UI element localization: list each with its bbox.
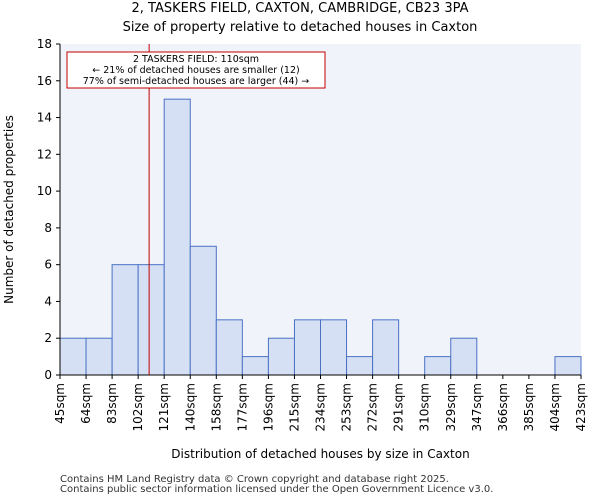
x-tick-label: 102sqm: [131, 383, 145, 431]
x-tick-label: 423sqm: [574, 383, 588, 431]
y-tick-label: 2: [44, 331, 52, 345]
x-tick-label: 329sqm: [444, 383, 458, 431]
annotation-smaller: ← 21% of detached houses are smaller (12…: [92, 65, 299, 76]
y-tick-label: 12: [37, 147, 52, 161]
x-axis-label: Distribution of detached houses by size …: [171, 447, 469, 461]
x-tick-label: 272sqm: [366, 383, 380, 431]
histogram-bar: [137, 264, 165, 376]
annotation-larger: 77% of semi-detached houses are larger (…: [83, 76, 310, 87]
annotation-box: [66, 51, 326, 89]
x-tick-label: 347sqm: [470, 383, 484, 431]
x-tick-label: 291sqm: [392, 383, 406, 431]
histogram-bar: [267, 337, 295, 376]
histogram-bar: [293, 319, 322, 376]
y-tick-label: 18: [37, 37, 52, 51]
histogram-bar: [241, 356, 269, 376]
y-tick-label: 16: [37, 74, 52, 88]
x-tick-label: 234sqm: [314, 383, 328, 431]
y-tick-label: 0: [44, 368, 52, 382]
chart-title: 2, TASKERS FIELD, CAXTON, CAMBRIDGE, CB2…: [131, 1, 469, 16]
histogram-bar: [189, 245, 217, 376]
x-tick-label: 385sqm: [522, 383, 536, 431]
x-tick-label: 404sqm: [548, 383, 562, 431]
histogram-bar: [554, 356, 582, 376]
x-tick-label: 310sqm: [418, 383, 432, 431]
x-tick-label: 158sqm: [209, 383, 223, 431]
x-tick-label: 83sqm: [105, 383, 119, 424]
annotation-title: 2 TASKERS FIELD: 110sqm: [133, 54, 259, 65]
histogram-bar: [163, 98, 191, 376]
x-tick-label: 64sqm: [79, 383, 93, 424]
x-tick-label: 366sqm: [496, 383, 510, 431]
histogram-bar: [215, 319, 243, 376]
histogram-bar: [320, 319, 348, 376]
x-tick-label: 177sqm: [235, 383, 249, 431]
x-tick-label: 45sqm: [53, 383, 67, 424]
y-tick-label: 4: [44, 294, 52, 308]
y-tick-label: 10: [37, 184, 52, 198]
x-tick-label: 121sqm: [157, 383, 171, 431]
histogram-bar: [111, 264, 139, 376]
x-tick-label: 196sqm: [261, 383, 275, 431]
histogram-bar: [59, 337, 87, 376]
histogram-bar: [85, 337, 113, 376]
histogram-bar: [346, 356, 374, 376]
histogram-bar: [424, 356, 452, 376]
y-tick-label: 14: [37, 111, 52, 125]
chart-subtitle: Size of property relative to detached ho…: [122, 20, 478, 35]
histogram-bar: [450, 337, 478, 376]
y-tick-label: 8: [44, 221, 52, 235]
histogram-bar: [372, 319, 400, 376]
x-tick-label: 253sqm: [340, 383, 354, 431]
x-tick-label: 215sqm: [287, 383, 301, 431]
x-tick-label: 140sqm: [183, 383, 197, 431]
footer-licence: Contains public sector information licen…: [60, 484, 494, 495]
y-tick-label: 6: [44, 258, 52, 272]
footer-copyright: Contains HM Land Registry data © Crown c…: [60, 474, 449, 485]
y-axis-label: Number of detached properties: [2, 115, 16, 304]
